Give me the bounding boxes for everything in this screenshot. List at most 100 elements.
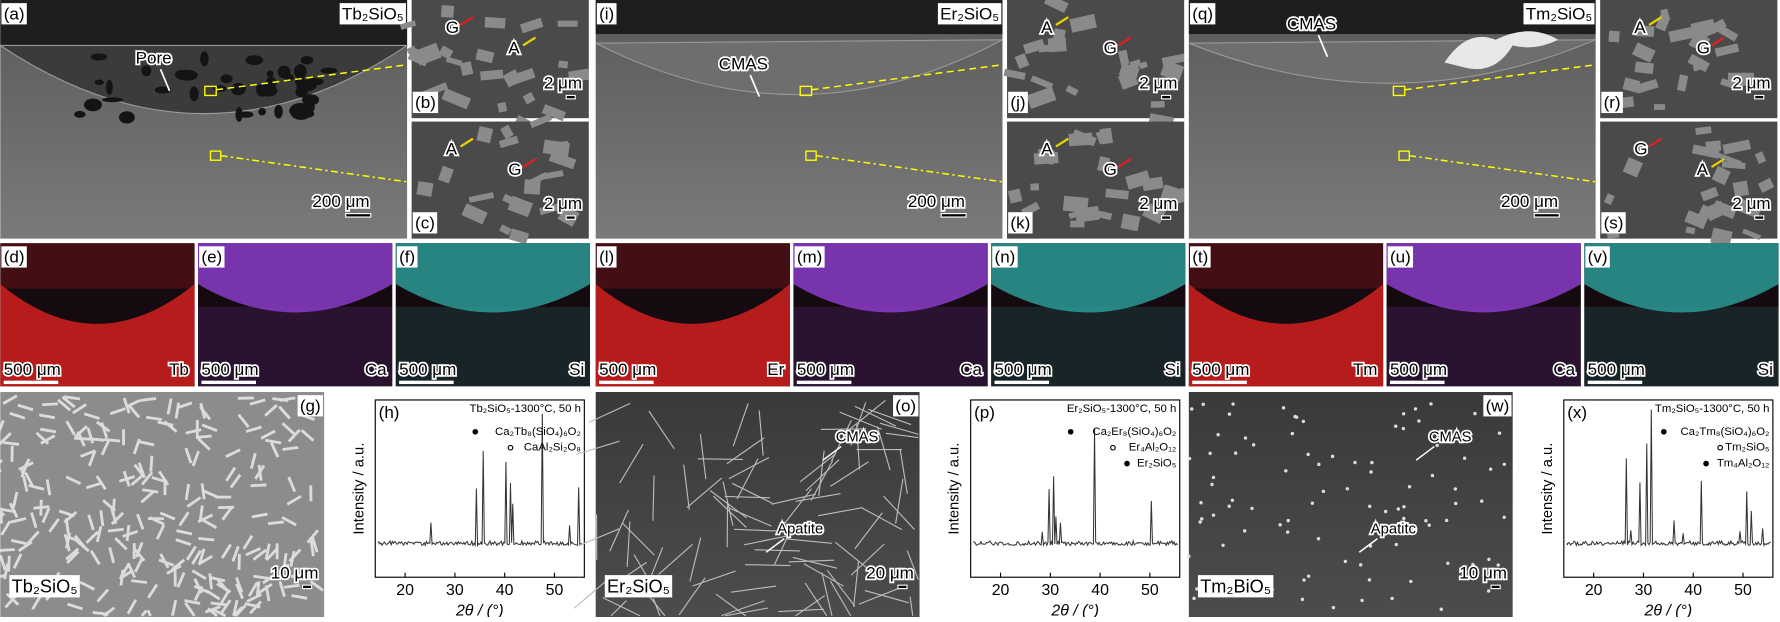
legend-symbol [1111,445,1116,450]
scale-label: 500 μm [599,360,656,379]
particle [1188,457,1191,460]
particle [1414,407,1417,410]
panel-label: (i) [599,4,614,23]
legend-symbol [1718,445,1723,450]
annotation: Apatite [777,521,823,537]
particle [1332,606,1335,609]
grain [1048,37,1067,52]
panel-label: (k) [1010,213,1030,232]
particle [1190,407,1193,410]
panel-label: Tb₂SiO₅ [12,576,78,596]
panel-label: (n) [995,247,1016,266]
particle [1454,502,1457,505]
scale-label: 200 μm [312,192,369,211]
particle [1446,562,1449,565]
grain [558,21,578,27]
needle [108,529,124,531]
phase-marker: G [1104,38,1117,57]
particle [1346,487,1349,490]
needle [151,456,152,472]
element-label: Ca [1553,360,1575,379]
needle [272,399,288,401]
particle [1408,485,1411,488]
pore [294,64,307,79]
particle [1228,412,1231,415]
grain [1151,101,1165,108]
particle [1429,402,1432,405]
scale-bar [941,214,966,217]
scale-bar [1755,216,1764,219]
particle [1202,403,1205,406]
needle [698,459,743,460]
particle [1221,544,1224,547]
panel-label: Tm₂SiO₅ [1526,4,1592,23]
pore [74,111,85,118]
scale-label: 2 μm [544,74,582,93]
panel-label: (p) [974,403,995,422]
phase-marker: A [1697,160,1709,179]
legend-entry: Ca₂Tm₈(SiO₄)₆O₂ [1680,426,1769,438]
panel-label: (f) [399,247,415,266]
element-label: Tb [169,360,189,379]
annotation: CMAS [719,54,768,73]
particle [1454,487,1457,490]
annotation: CMAS [836,429,879,445]
scale-bar [346,214,371,217]
particle [1243,529,1246,532]
annotation: Pore [136,49,172,68]
panel-label: (x) [1567,403,1587,422]
particle [1302,578,1305,581]
pore [220,74,232,83]
scale-label: 10 μm [1459,563,1507,582]
pore [119,111,135,123]
panel-label: (m) [797,247,823,266]
needle [198,538,214,540]
scale-label: 500 μm [201,360,258,379]
scale-label: 500 μm [1192,360,1249,379]
scale-label: 2 μm [1732,74,1770,93]
scale-label: 10 μm [271,563,319,582]
particle [1306,453,1309,456]
scale-bar [303,585,312,588]
pore [295,86,307,98]
panel-label: (g) [300,396,321,415]
grain [1635,61,1654,74]
particle [1394,425,1397,428]
x-tick-label: 20 [1585,582,1603,599]
phase-marker: A [1041,139,1053,158]
pore [102,97,123,102]
scale-bar [898,585,907,588]
particle [1360,599,1363,602]
pore [306,78,324,85]
legend-symbol [1125,461,1130,466]
inset-image [412,0,589,118]
scale-label: 200 μm [1501,192,1558,211]
particle [1331,455,1334,458]
particle [1302,420,1305,423]
needle [210,573,212,589]
panel-label: (j) [1010,93,1025,112]
xrd-title: Tm₂SiO₅-1300°C, 50 h [1655,403,1770,415]
legend-entry: Ca₂Er₈(SiO₄)₆O₂ [1092,426,1176,438]
particle [1216,433,1219,436]
particle [1322,490,1325,493]
legend-entry: Tm₂SiO₅ [1725,442,1769,454]
particle [1286,530,1289,533]
particle [1212,476,1215,479]
phase-marker: A [1041,18,1053,37]
panel-label: (v) [1588,247,1608,266]
pore [301,56,314,64]
pore [190,86,199,101]
scale-label: 2 μm [1139,194,1177,213]
particle [1473,412,1476,415]
particle [1307,574,1310,577]
legend-symbol [1662,430,1667,435]
particle [1231,499,1234,502]
scale-bar [1162,95,1171,98]
pore [95,80,104,85]
x-tick-label: 30 [1041,582,1059,599]
particle [1234,451,1237,454]
scale-bar [995,381,1050,384]
xrd-title: Er₂SiO₅-1300°C, 50 h [1067,403,1177,415]
